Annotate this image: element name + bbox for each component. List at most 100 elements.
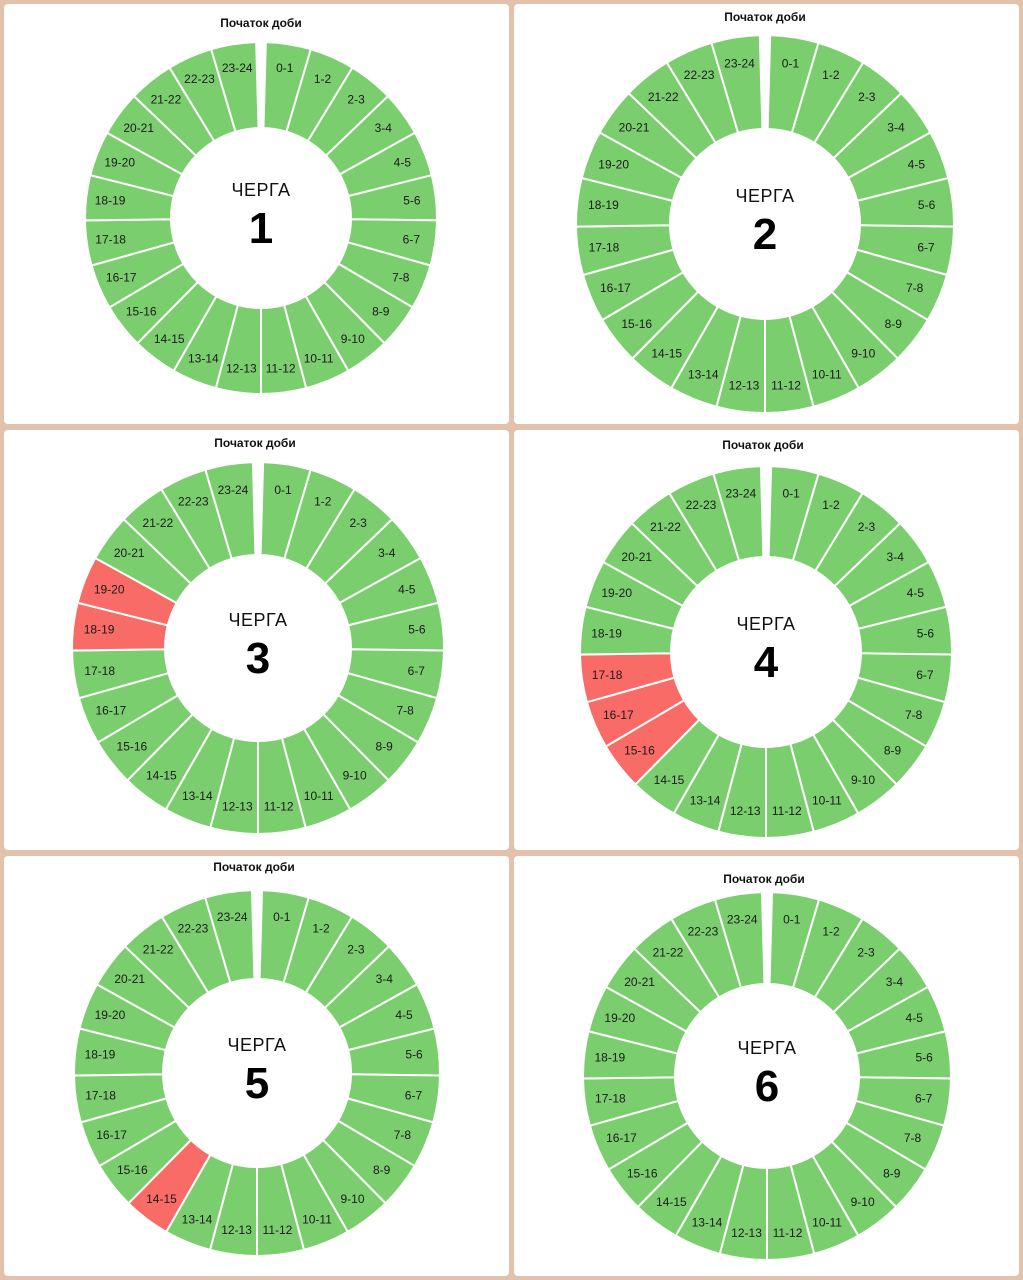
hour-slot-label: 10-11 bbox=[304, 789, 334, 803]
queue-word: ЧЕРГА bbox=[736, 614, 795, 634]
hour-slot-label: 1-2 bbox=[822, 498, 840, 512]
hour-slot-label: 4-5 bbox=[395, 1008, 413, 1022]
hour-slot-label: 8-9 bbox=[885, 317, 903, 331]
hour-slot-label: 7-8 bbox=[392, 271, 410, 285]
hour-slot-label: 0-1 bbox=[273, 910, 291, 924]
hour-slot-label: 5-6 bbox=[917, 626, 935, 640]
hour-slot-label: 4-5 bbox=[394, 155, 412, 169]
hour-slot-label: 7-8 bbox=[396, 704, 414, 718]
hour-slot-label: 22-23 bbox=[686, 498, 717, 512]
queue-number: 2 bbox=[753, 210, 777, 259]
hour-slot-label: 13-14 bbox=[690, 794, 721, 808]
hour-segment-23-24-on bbox=[713, 891, 766, 990]
queue-card-5: Початок доби 0-1 1-2 2-3 3-4 4-5 5-6 6-7 7-8 8-9 9… bbox=[4, 856, 509, 1276]
day-start-label: Початок доби bbox=[213, 860, 294, 874]
hour-slot-label: 9-10 bbox=[851, 1195, 875, 1209]
hour-slot-label: 16-17 bbox=[600, 281, 631, 295]
queue-word: ЧЕРГА bbox=[227, 1035, 286, 1055]
hour-slot-label: 4-5 bbox=[398, 582, 416, 596]
hour-slot-label: 13-14 bbox=[188, 352, 219, 366]
hour-slot-label: 0-1 bbox=[783, 913, 801, 927]
hour-slot-label: 20-21 bbox=[114, 972, 145, 986]
hour-slot-label: 1-2 bbox=[822, 68, 840, 82]
hour-slot-label: 22-23 bbox=[684, 68, 715, 82]
hour-slot-label: 19-20 bbox=[604, 1011, 635, 1025]
hour-slot-label: 1-2 bbox=[822, 924, 840, 938]
hour-slot-label: 22-23 bbox=[688, 924, 719, 938]
hour-slot-label: 10-11 bbox=[304, 352, 334, 366]
queue-word: ЧЕРГА bbox=[737, 1038, 796, 1058]
hour-slot-label: 10-11 bbox=[812, 794, 842, 808]
queue-word: ЧЕРГА bbox=[228, 610, 287, 630]
hour-slot-label: 8-9 bbox=[884, 744, 902, 758]
hour-slot-label: 20-21 bbox=[123, 121, 154, 135]
hour-slot-label: 12-13 bbox=[226, 362, 257, 376]
hour-slot-label: 12-13 bbox=[729, 378, 760, 392]
hour-slot-label: 11-12 bbox=[263, 1223, 293, 1237]
hour-slot-label: 18-19 bbox=[594, 1051, 625, 1065]
hour-slot-label: 16-17 bbox=[606, 1131, 637, 1145]
hour-segment-23-24-on bbox=[209, 41, 260, 133]
queue-card-1: Початок доби 0-1 1-2 2-3 3-4 4-5 5-6 6-7 7-8 8-9 9… bbox=[4, 4, 509, 424]
hour-slot-label: 4-5 bbox=[906, 1011, 924, 1025]
hour-slot-label: 19-20 bbox=[601, 586, 632, 600]
day-start-label: Початок доби bbox=[724, 10, 805, 24]
hour-slot-label: 7-8 bbox=[905, 708, 923, 722]
hour-slot-label: 9-10 bbox=[343, 768, 367, 782]
hour-slot-label: 4-5 bbox=[907, 586, 925, 600]
queue-word: ЧЕРГА bbox=[231, 180, 290, 200]
hour-slot-label: 11-12 bbox=[266, 362, 296, 376]
hour-slot-label: 11-12 bbox=[771, 378, 801, 392]
hour-slot-label: 23-24 bbox=[218, 483, 249, 497]
hour-slot-label: 0-1 bbox=[276, 61, 294, 75]
day-start-label: Початок доби bbox=[220, 16, 301, 30]
queue-card-2: Початок доби 0-1 1-2 2-3 3-4 4-5 5-6 6-7 7-8 8-9 9… bbox=[514, 4, 1019, 424]
hour-slot-label: 9-10 bbox=[851, 347, 875, 361]
hour-slot-label: 5-6 bbox=[403, 193, 421, 207]
hour-slot-label: 5-6 bbox=[916, 1051, 934, 1065]
hour-slot-label: 14-15 bbox=[146, 768, 177, 782]
hour-slot-label: 3-4 bbox=[375, 121, 393, 135]
queue-donut-chart: Початок доби 0-1 1-2 2-3 3-4 4-5 5-6 6-7 7-8 8-9 9… bbox=[73, 860, 441, 1258]
hour-slot-label: 13-14 bbox=[692, 1215, 723, 1229]
hour-slot-label: 3-4 bbox=[376, 972, 394, 986]
hour-slot-label: 14-15 bbox=[651, 347, 682, 361]
queue-number: 3 bbox=[246, 634, 270, 683]
queue-word: ЧЕРГА bbox=[735, 186, 794, 206]
hour-slot-label: 8-9 bbox=[372, 304, 390, 318]
hour-slot-label: 2-3 bbox=[857, 946, 875, 960]
queue-card-6: Початок доби 0-1 1-2 2-3 3-4 4-5 5-6 6-7 7-8 8-9 9… bbox=[514, 856, 1019, 1276]
hour-slot-label: 20-21 bbox=[621, 550, 652, 564]
hour-slot-label: 5-6 bbox=[405, 1048, 423, 1062]
hour-slot-label: 12-13 bbox=[221, 1223, 252, 1237]
hour-slot-label: 2-3 bbox=[349, 516, 367, 530]
hour-slot-label: 6-7 bbox=[405, 1089, 423, 1103]
hour-slot-label: 18-19 bbox=[84, 622, 115, 636]
hour-slot-label: 18-19 bbox=[95, 193, 126, 207]
hour-slot-label: 21-22 bbox=[143, 943, 174, 957]
hour-slot-label: 18-19 bbox=[85, 1048, 116, 1062]
hour-slot-label: 3-4 bbox=[378, 546, 396, 560]
hour-slot-label: 3-4 bbox=[886, 975, 904, 989]
hour-slot-label: 15-16 bbox=[621, 317, 652, 331]
queue-card-3: Початок доби 0-1 1-2 2-3 3-4 4-5 5-6 6-7 7-8 8-9 9… bbox=[4, 430, 509, 850]
hour-slot-label: 17-18 bbox=[84, 664, 115, 678]
queue-donut-chart: Початок доби 0-1 1-2 2-3 3-4 4-5 5-6 6-7 7-8 8-9 9… bbox=[582, 872, 952, 1262]
hour-slot-label: 12-13 bbox=[730, 804, 761, 818]
hour-slot-label: 2-3 bbox=[347, 93, 365, 107]
hour-slot-label: 4-5 bbox=[908, 157, 926, 171]
day-start-label: Початок доби bbox=[723, 872, 804, 886]
hour-slot-label: 8-9 bbox=[375, 739, 393, 753]
hour-slot-label: 23-24 bbox=[727, 913, 758, 927]
hour-slot-label: 11-12 bbox=[773, 1226, 803, 1240]
hour-slot-label: 7-8 bbox=[394, 1128, 412, 1142]
hour-slot-label: 21-22 bbox=[151, 93, 182, 107]
hour-slot-label: 2-3 bbox=[347, 943, 365, 957]
hour-slot-label: 15-16 bbox=[624, 744, 655, 758]
queue-number: 5 bbox=[245, 1059, 269, 1108]
queue-number: 1 bbox=[249, 204, 273, 253]
hour-slot-label: 6-7 bbox=[408, 664, 426, 678]
hour-segment-23-24-on bbox=[712, 465, 765, 563]
hour-slot-label: 19-20 bbox=[104, 155, 135, 169]
